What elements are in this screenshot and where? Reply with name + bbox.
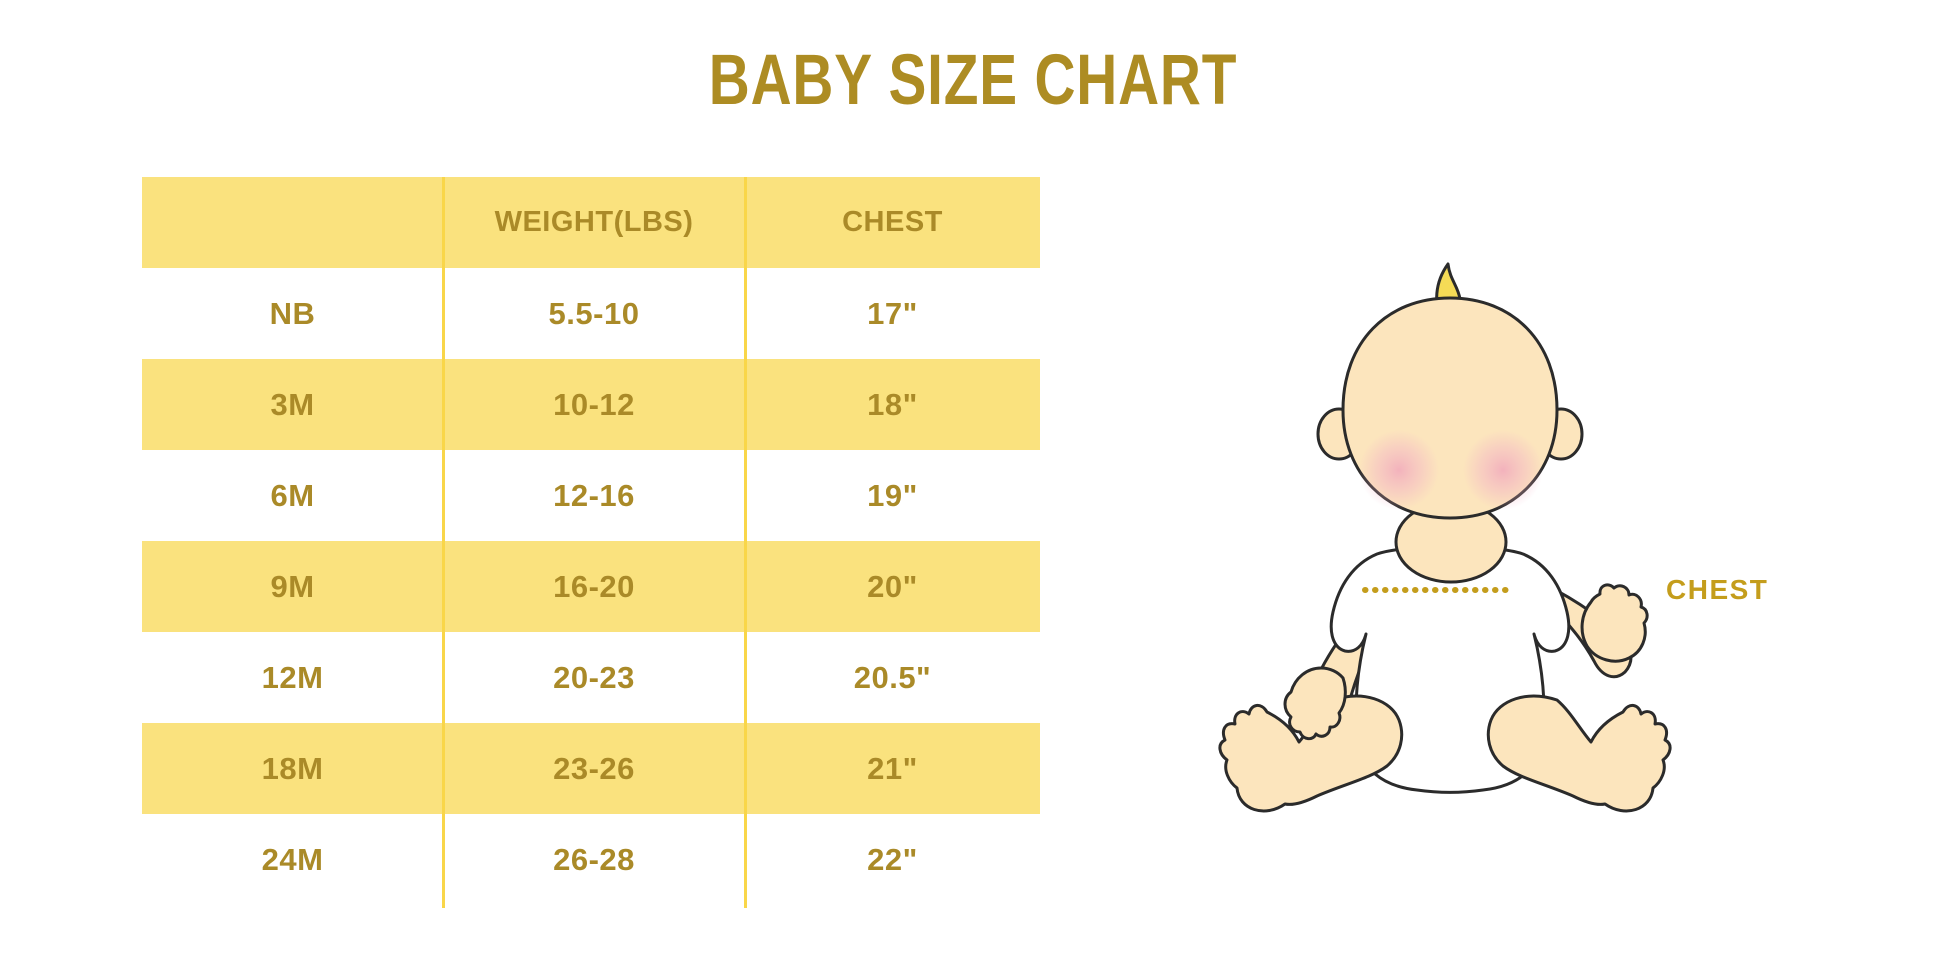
weight-cell: 16-20 bbox=[553, 568, 635, 604]
baby-cheek-right bbox=[1463, 430, 1543, 510]
baby-leg-left bbox=[1218, 694, 1404, 813]
size-cell: 18M bbox=[261, 750, 324, 786]
baby-cheek-left bbox=[1359, 430, 1439, 510]
size-cell: NB bbox=[269, 295, 316, 331]
header-size-cell bbox=[142, 177, 443, 268]
header-weight-cell: WEIGHT(LBS) bbox=[494, 206, 694, 238]
baby-illustration bbox=[1195, 258, 1695, 818]
size-table-rows: NB 5.5-10 17" 3M 10-12 18" 6M 12-16 19" … bbox=[142, 268, 1040, 905]
weight-cell: 20-23 bbox=[553, 659, 635, 695]
size-cell: 24M bbox=[261, 841, 324, 877]
chest-cell: 20" bbox=[867, 568, 918, 604]
table-row: 6M 12-16 19" bbox=[142, 450, 1040, 541]
weight-cell: 10-12 bbox=[553, 386, 635, 422]
table-row: 12M 20-23 20.5" bbox=[142, 632, 1040, 723]
size-cell: 6M bbox=[270, 477, 315, 513]
table-row: 9M 16-20 20" bbox=[142, 541, 1040, 632]
chest-cell: 20.5" bbox=[853, 659, 932, 695]
baby-illustration-svg bbox=[1218, 262, 1672, 813]
header-chest-cell: CHEST bbox=[842, 206, 943, 238]
size-cell: 12M bbox=[261, 659, 324, 695]
table-row: 3M 10-12 18" bbox=[142, 359, 1040, 450]
baby-hand-left bbox=[1283, 666, 1347, 741]
weight-cell: 5.5-10 bbox=[548, 295, 640, 331]
baby-leg-right bbox=[1486, 694, 1672, 813]
weight-cell: 26-28 bbox=[553, 841, 635, 877]
weight-cell: 23-26 bbox=[553, 750, 635, 786]
table-row: 18M 23-26 21" bbox=[142, 723, 1040, 814]
table-row: NB 5.5-10 17" bbox=[142, 268, 1040, 359]
baby-fist-right bbox=[1580, 583, 1649, 663]
column-divider-1 bbox=[442, 177, 445, 908]
size-cell: 9M bbox=[270, 568, 315, 604]
table-header-row: WEIGHT(LBS) CHEST bbox=[142, 177, 1040, 268]
column-divider-2 bbox=[744, 177, 747, 908]
size-cell: 3M bbox=[270, 386, 315, 422]
chest-cell: 22" bbox=[867, 841, 918, 877]
chest-cell: 19" bbox=[867, 477, 918, 513]
chest-cell: 17" bbox=[867, 295, 918, 331]
chest-annotation-label: CHEST bbox=[1666, 574, 1769, 605]
chest-cell: 21" bbox=[867, 750, 918, 786]
page-title: BABY SIZE CHART bbox=[708, 41, 1238, 120]
table-row: 24M 26-28 22" bbox=[142, 814, 1040, 905]
weight-cell: 12-16 bbox=[553, 477, 635, 513]
chest-cell: 18" bbox=[867, 386, 918, 422]
size-table: WEIGHT(LBS) CHEST NB 5.5-10 17" 3M 10-12… bbox=[142, 177, 1040, 908]
